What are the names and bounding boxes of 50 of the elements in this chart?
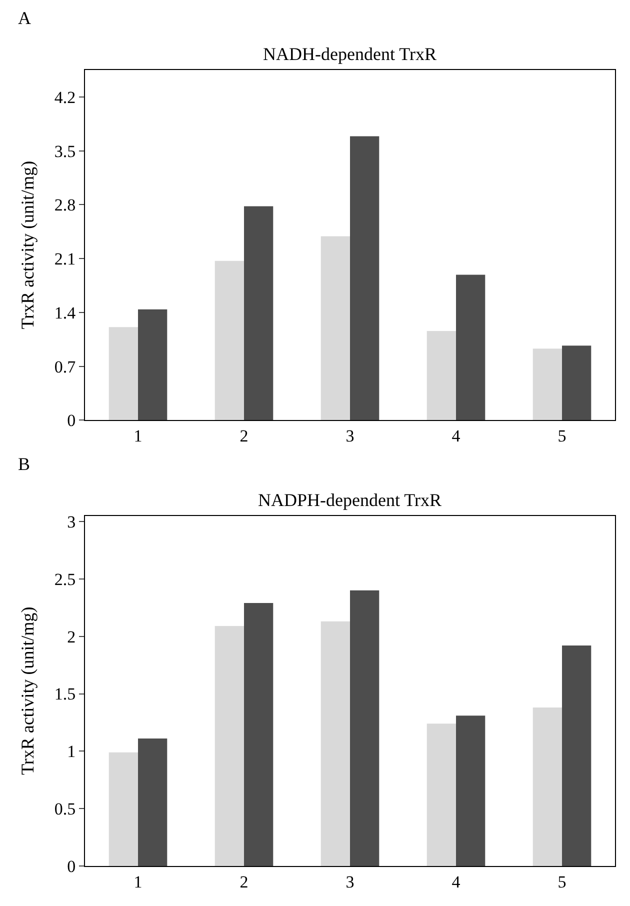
y-tick-label: 1.4 [54,303,76,322]
bar [320,236,350,420]
bar [138,738,168,866]
text: A [18,8,31,28]
y-tick-label: 3.5 [54,142,76,161]
y-tick-label: 2.1 [54,250,76,269]
x-tick-label: 1 [134,426,142,446]
y-tick-label: 3 [67,512,76,532]
bar [108,327,138,420]
x-tick-label: 3 [346,872,354,892]
bar [562,646,592,866]
bar [456,716,486,866]
bar [426,724,456,866]
x-tick-label: 4 [452,426,461,446]
bar [320,621,350,866]
x-tick-label: 1 [134,872,142,892]
bar [244,206,274,420]
x-tick-label: 2 [240,426,248,446]
bar [562,346,592,420]
bar [138,309,168,420]
x-tick-label: 2 [240,872,248,892]
bar [532,708,562,866]
bar [426,330,456,420]
chart-title: NADPH-dependent TrxR [258,490,442,510]
bar [214,626,244,866]
y-tick-label: 0.5 [54,800,76,819]
text: B [18,454,30,474]
chart-title: NADH-dependent TrxR [263,44,436,64]
y-tick-label: 4.2 [54,88,76,107]
x-tick-label: 3 [346,426,354,446]
y-tick-label: 0 [67,856,76,876]
y-tick-label: 1.5 [54,684,76,704]
bar [456,274,486,420]
x-tick-label: 5 [558,426,566,446]
y-axis-title: TrxR activity (unit/mg) [18,606,38,776]
bar [108,752,138,866]
y-tick-label: 2.5 [54,570,76,589]
y-tick-label: 0.7 [54,357,76,376]
y-tick-label: 1 [67,742,76,762]
y-axis-title: TrxR activity (unit/mg) [18,160,38,330]
x-tick-label: 4 [452,872,461,892]
y-tick-label: 0 [67,411,76,430]
bar [214,260,244,420]
bar [532,348,562,420]
bar [350,136,380,420]
x-tick-label: 5 [558,872,566,892]
bar [350,590,380,866]
y-tick-label: 2 [67,627,76,646]
bar [244,603,274,866]
y-tick-label: 2.8 [54,196,76,215]
